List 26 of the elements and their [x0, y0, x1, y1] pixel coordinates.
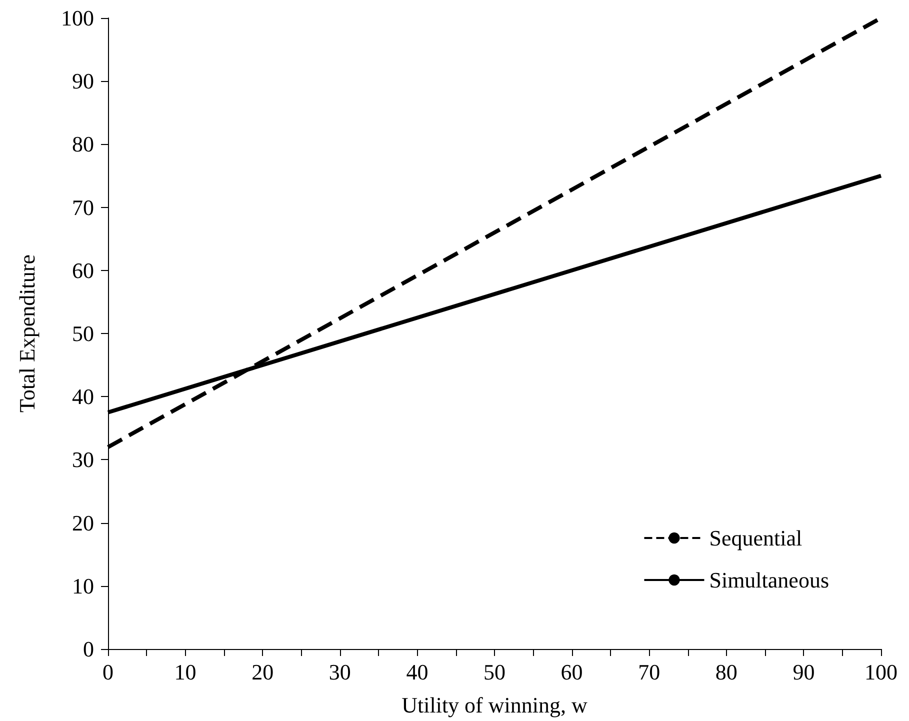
y-tick-label: 40 — [72, 384, 94, 410]
x-tick-label: 80 — [715, 660, 738, 684]
y-axis-title: Total Expenditure — [14, 254, 40, 412]
y-tick-label: 90 — [72, 68, 94, 94]
y-tick-label: 10 — [72, 573, 94, 598]
x-tick-label: 100 — [864, 660, 898, 684]
y-tick-label: 70 — [72, 194, 94, 220]
x-tick-label: 90 — [792, 660, 815, 684]
legend-label: Simultaneous — [709, 568, 830, 592]
y-tick-label: 80 — [72, 132, 94, 157]
x-tick-label: 30 — [328, 660, 351, 684]
y-tick-label: 20 — [72, 510, 94, 536]
x-axis-title: Utility of winning, w — [402, 692, 588, 718]
x-tick-label: 10 — [174, 660, 196, 684]
y-tick-label: 50 — [72, 321, 94, 346]
y-tick-label: 0 — [83, 636, 94, 662]
x-tick-label: 20 — [252, 660, 274, 684]
x-tick-label: 60 — [560, 660, 583, 684]
y-tick-label: 60 — [72, 258, 94, 283]
y-tick-label: 100 — [61, 6, 94, 30]
legend-label: Sequential — [709, 526, 802, 550]
y-tick-label: 30 — [72, 447, 94, 472]
x-tick-label: 70 — [638, 660, 660, 684]
x-tick-label: 0 — [102, 660, 114, 684]
x-tick-label: 40 — [406, 660, 428, 684]
x-tick-label: 50 — [484, 660, 506, 684]
